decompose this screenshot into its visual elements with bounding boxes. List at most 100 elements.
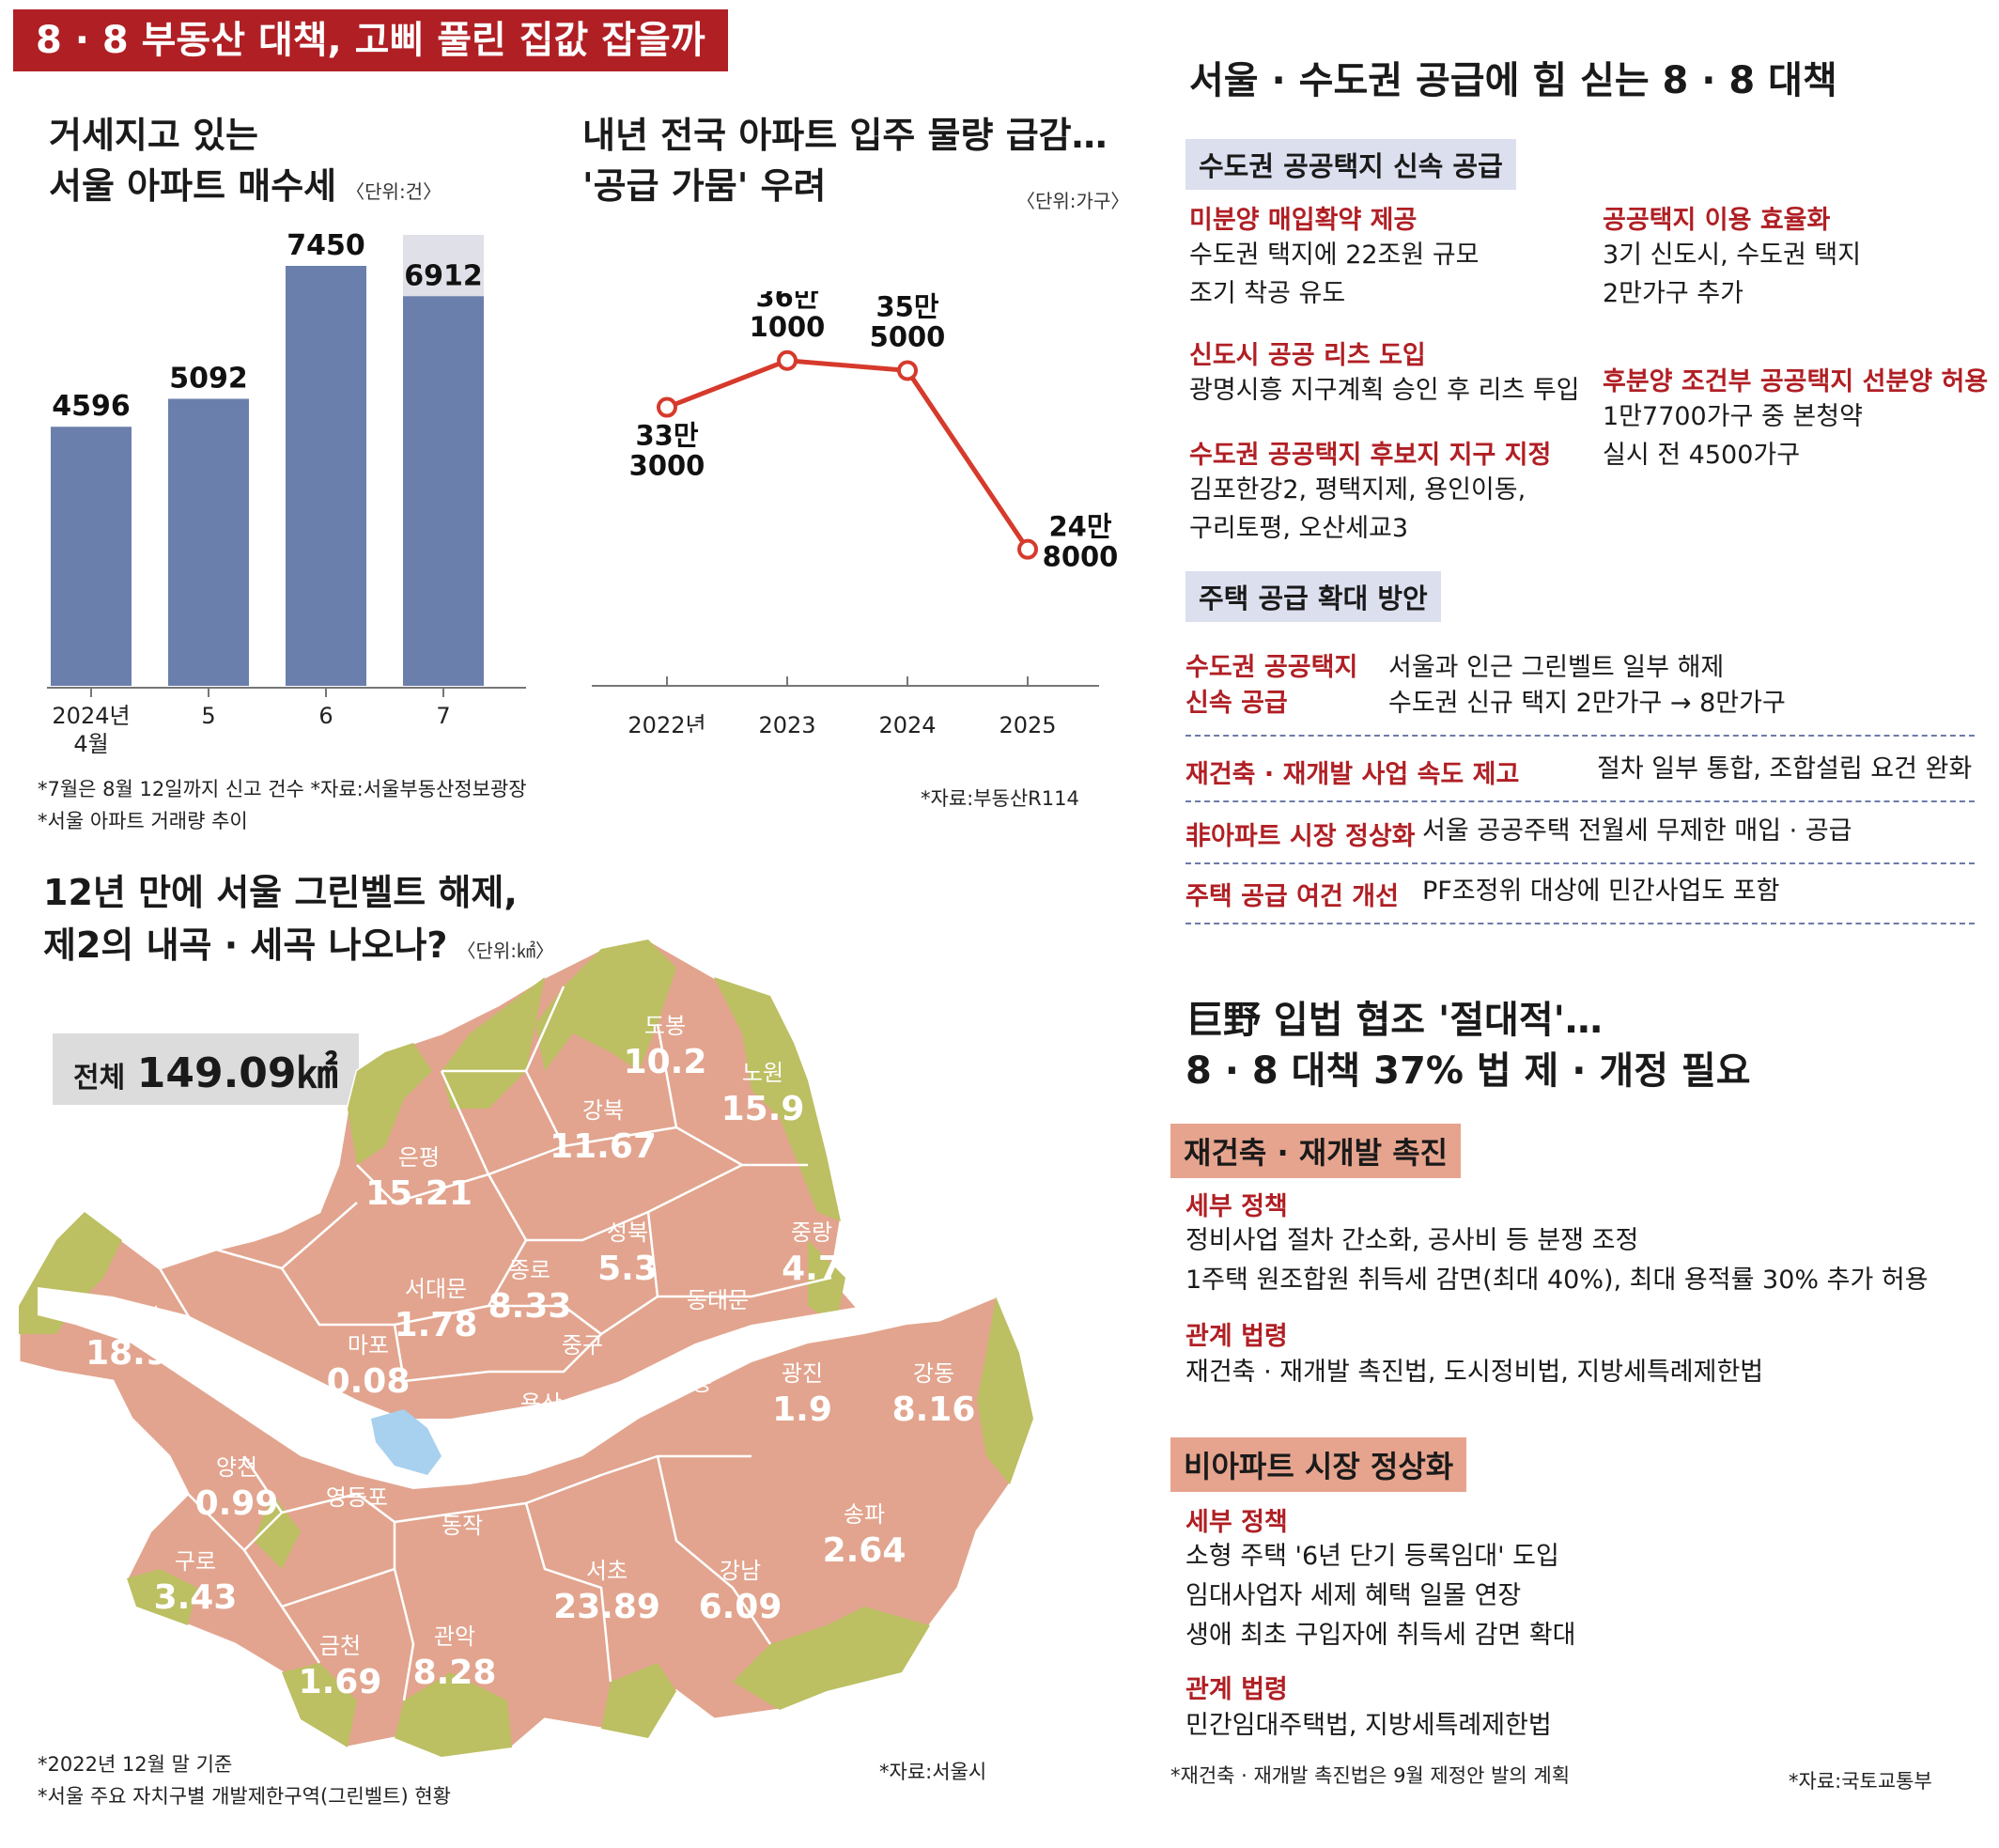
supply-row-4-body: PF조정위 대상에 민간사업도 포함	[1422, 877, 1780, 906]
map-title-text: 제2의 내곡 · 세곡 나오나?	[43, 924, 448, 966]
district-name: 서대문	[405, 1276, 467, 1302]
district-value: 1.78	[395, 1306, 478, 1344]
law-sec2-law-line1: 민간임대주택법, 지방세특례제한법	[1185, 1711, 1552, 1740]
supply-row-2-head: 재건축 · 재개발 사업 속도 제고	[1185, 760, 1520, 789]
law-title-line2: 8 · 8 대책 37% 법 제 · 개정 필요	[1185, 1049, 1751, 1093]
seoul-map: 도봉 10.2 노원 15.9 강북 11.67 은평 15.21 성북 5.3 중랑 4.7 종로 8.…	[17, 938, 1035, 1759]
district-name: 강서	[118, 1304, 160, 1330]
law-sec2-policy-line2: 임대사업자 세제 혜택 일몰 연장	[1185, 1581, 1522, 1610]
map-note2: *서울 주요 자치구별 개발제한구역(그린벨트) 현황	[38, 1785, 451, 1808]
law-sec2-policy-line1: 소형 주택 '6년 단기 등록임대' 도입	[1185, 1542, 1559, 1571]
bar-category-label: 4월	[73, 731, 108, 757]
supply-item-3-head: 신도시 공공 리츠 도입	[1189, 341, 1426, 370]
bar	[168, 398, 249, 686]
law-sec1-policy-line1: 정비사업 절차 간소화, 공사비 등 분쟁 조정	[1185, 1226, 1639, 1255]
map-title-line2: 제2의 내곡 · 세곡 나오나? 〈단위:㎢〉	[43, 921, 554, 975]
supply-row-1-body: 서울과 인근 그린벨트 일부 해제 수도권 신규 택지 2만가구 → 8만가구	[1388, 653, 1786, 718]
supply-item-5-line1: 김포한강2, 평택지제, 용인이동,	[1189, 475, 1526, 505]
bar-category-label: 2024년	[52, 703, 130, 729]
supply-item-4-line2: 실시 전 4500가구	[1603, 441, 1801, 470]
district-value: 1.69	[299, 1663, 382, 1701]
district-value: 0.99	[195, 1484, 279, 1523]
law-note: *재건축 · 재개발 촉진법은 9월 제정안 발의 계획	[1170, 1764, 1571, 1787]
divider-1	[1185, 735, 1975, 737]
bar-chart-note2: *서울 아파트 거래량 추이	[38, 810, 248, 832]
bar-category-label: 5	[201, 703, 215, 729]
bar	[403, 296, 484, 686]
supply-item-5: 수도권 공공택지 후보지 지구 지정 김포한강2, 평택지제, 용인이동, 구리…	[1189, 434, 1551, 548]
line-value-label: 3000	[629, 450, 705, 482]
law-sec2-tag: 비아파트 시장 정상화	[1170, 1437, 1467, 1492]
district-value: 8.33	[488, 1287, 572, 1326]
supply-item-1: 미분양 매입확약 제공 수도권 택지에 22조원 규모 조기 착공 유도	[1189, 199, 1480, 313]
bar-value-label: 4596	[52, 390, 131, 423]
district-name: 양천	[216, 1454, 257, 1481]
district-name: 송파	[844, 1501, 885, 1528]
line-point	[657, 396, 677, 418]
line-category-label: 2023	[758, 712, 815, 733]
line-point	[777, 349, 798, 371]
district-name: 관악	[434, 1623, 475, 1650]
supply-title: 서울 · 수도권 공급에 힘 싣는 8 · 8 대책	[1189, 59, 1837, 102]
supply-item-1-line2: 조기 착공 유도	[1189, 279, 1346, 308]
district-name: 마포	[348, 1332, 389, 1359]
district-name: 강동	[913, 1360, 954, 1387]
law-sec1-law-line1: 재건축 · 재개발 촉진법, 도시정비법, 지방세특례제한법	[1185, 1358, 1764, 1387]
district-name: 서초	[586, 1558, 628, 1584]
line-chart-unit: 〈단위:가구〉	[1016, 190, 1130, 212]
line-value-label: 8000	[1043, 541, 1118, 573]
district-value: 8.28	[413, 1654, 497, 1692]
greenbelt-areas	[19, 940, 1033, 1757]
bar-value-label: 7450	[287, 229, 365, 262]
bar-chart-title-line2: 서울 아파트 매수세 〈단위:건〉	[49, 162, 442, 216]
law-sec2-policy-head: 세부 정책	[1185, 1508, 1288, 1537]
supply-row-1-head: 수도권 공공택지 신속 공급	[1185, 653, 1358, 718]
map-unit: 〈단위:㎢〉	[457, 940, 555, 962]
line-category-label: 2025	[999, 712, 1056, 733]
law-sec2-law-head: 관계 법령	[1185, 1675, 1288, 1704]
line-point	[1017, 538, 1038, 560]
district-name: 종로	[509, 1257, 550, 1283]
divider-4	[1185, 923, 1975, 924]
district-value: 15.9	[721, 1090, 805, 1128]
map-source: *자료:서울시	[879, 1761, 987, 1783]
bar-value-label: 6912	[404, 259, 483, 292]
district-name: 성동	[671, 1370, 712, 1396]
bar-category-label: 6	[318, 703, 333, 729]
line-point	[897, 360, 918, 381]
district-value: 10.2	[624, 1043, 707, 1081]
map-total-label: 전체	[73, 1062, 126, 1095]
line-value-label: 35만	[876, 291, 938, 322]
law-title-line1: 巨野 입법 협조 '절대적'…	[1185, 999, 1603, 1042]
district-value: 23.89	[553, 1588, 660, 1626]
supply-tag1: 수도권 공공택지 신속 공급	[1185, 139, 1516, 190]
map-note1: *2022년 12월 말 기준	[38, 1753, 233, 1776]
district-name: 동대문	[687, 1287, 749, 1313]
district-name: 중랑	[791, 1219, 832, 1246]
line-chart-title-line2: '공급 가뭄' 우려	[582, 165, 827, 207]
supply-item-5-line2: 구리토평, 오산세교3	[1189, 514, 1409, 543]
supply-item-2-line2: 2만가구 추가	[1603, 279, 1743, 308]
bar-chart-note1: *7월은 8월 12일까지 신고 건수 *자료:서울부동산정보광장	[38, 778, 527, 800]
supply-item-2-head: 공공택지 이용 효율화	[1603, 206, 1831, 235]
bar-chart-title-line1: 거세지고 있는	[49, 115, 258, 156]
line-value-label: 5000	[870, 320, 946, 352]
district-name: 광진	[782, 1360, 823, 1387]
lake	[371, 1409, 442, 1475]
line-value-label: 36만	[755, 291, 818, 313]
supply-item-4: 후분양 조건부 공공택지 선분양 허용 1만7700가구 중 본청약 실시 전 …	[1603, 361, 1988, 474]
district-name: 금천	[319, 1633, 361, 1659]
supply-item-2: 공공택지 이용 효율화 3기 신도시, 수도권 택지 2만가구 추가	[1603, 199, 1861, 313]
bar-chart-unit: 〈단위:건〉	[346, 180, 442, 203]
han-river	[38, 1287, 907, 1489]
district-value: 6.09	[699, 1588, 783, 1626]
line-value-label: 33만	[635, 420, 698, 452]
law-sec2-policy-line3: 생애 최초 구입자에 취득세 감면 확대	[1185, 1621, 1576, 1650]
district-value: 4.7	[782, 1250, 842, 1288]
supply-item-4-head: 후분양 조건부 공공택지 선분양 허용	[1603, 367, 1989, 396]
law-sec1-policy-head: 세부 정책	[1185, 1192, 1288, 1221]
bar	[51, 427, 132, 686]
district-name: 동작	[442, 1513, 483, 1539]
district-name: 성북	[607, 1219, 648, 1246]
